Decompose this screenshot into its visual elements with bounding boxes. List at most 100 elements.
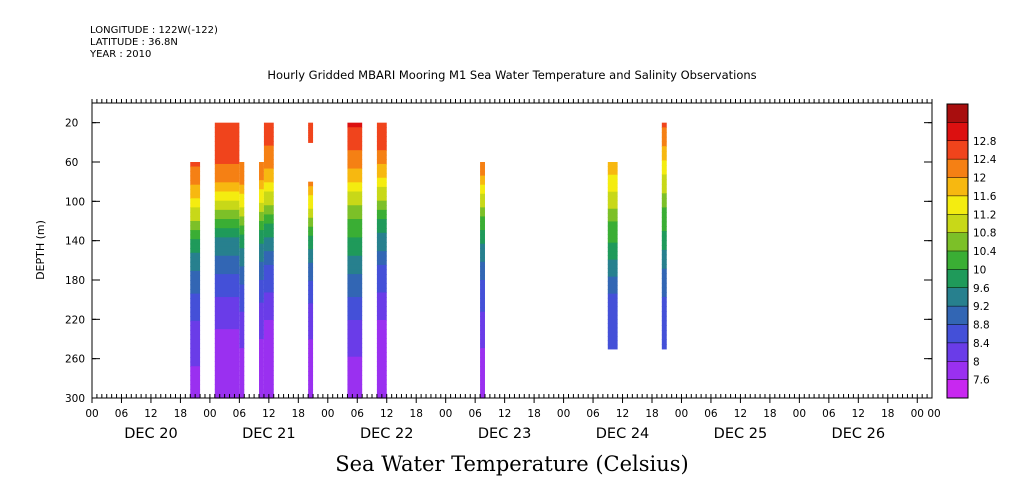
heatmap-cell [661,155,667,161]
heatmap-cell [263,329,274,335]
heatmap-cell [214,356,240,362]
heatmap-cell [661,344,667,350]
heatmap-cell [308,285,314,291]
heatmap-cell [347,141,363,147]
heatmap-cell [607,229,618,235]
colorbar-label: 10.8 [973,228,996,240]
heatmap-cell [214,315,240,321]
heatmap-cell [308,334,314,341]
heatmap-cell [607,327,618,333]
heatmap-cell [214,260,240,266]
heatmap-cell [259,361,264,367]
heatmap-cell [480,189,485,195]
heatmap-cell [308,204,314,210]
heatmap-cell [376,352,387,358]
heatmap-cell [239,316,245,322]
heatmap-cell [190,348,201,354]
heatmap-cell [308,375,314,381]
main-title: Sea Water Temperature (Celsius) [335,452,689,476]
colorbar-bin [947,324,968,344]
heatmap-cell [308,307,314,313]
heatmap-cell [308,249,314,255]
heatmap-cell [259,275,264,281]
colorbar-label: 11.6 [973,191,997,203]
heatmap-cell [263,319,274,326]
heatmap-cells [190,122,667,399]
heatmap-cell [259,162,264,168]
heatmap-cell [239,275,245,281]
heatmap-cell [214,274,240,280]
heatmap-cell [480,307,485,313]
heatmap-cell [347,196,363,202]
heatmap-cell [607,319,618,324]
heatmap-cell [376,168,387,174]
heatmap-cell [661,198,667,204]
heatmap-cell [308,312,314,318]
colorbar: 7.6 8 8.4 8.8 9.2 9.6 10 10.4 10.8 11.2 11.6 12 12.4… [946,103,997,399]
heatmap-cell [190,280,201,286]
heatmap-cell [190,207,201,213]
plot-frame [91,102,933,399]
heatmap-cell [259,334,264,340]
heatmap-cell [308,343,314,350]
heatmap-cell [376,131,387,138]
heatmap-cell [308,258,314,264]
heatmap-cell [661,132,667,138]
heatmap-cell [308,280,314,286]
heatmap-cell [239,243,245,249]
heatmap-cell [347,264,363,271]
colorbar-bin [947,214,968,233]
heatmap-cell [259,311,264,317]
heatmap-cell [239,320,245,326]
heatmap-cell [214,136,240,142]
heatmap-cell [263,361,274,367]
heatmap-cell [661,141,667,147]
x-tick-label: 00 [675,408,688,420]
heatmap-cell [480,311,485,317]
colorbar-bin [947,306,968,325]
heatmap-cell [259,375,264,381]
heatmap-cell [347,338,363,344]
heatmap-cell [661,306,667,312]
heatmap-cell [347,375,363,381]
y-tick-label: 140 [65,236,85,248]
heatmap-cell [480,348,485,354]
heatmap-cell [239,302,245,308]
heatmap-cell [239,334,245,340]
heatmap-cell [214,375,240,381]
heatmap-cell [661,339,667,345]
heatmap-cell [347,319,363,326]
heatmap-cell [214,200,240,206]
heatmap-cell [308,330,314,336]
heatmap-cell [308,303,314,309]
heatmap-cell [190,307,201,313]
heatmap-cell [239,175,245,181]
colorbar-bin [947,159,968,178]
heatmap-cell [607,212,618,218]
heatmap-cell [259,307,264,313]
heatmap-cell [607,195,618,201]
heatmap-cell [214,237,240,243]
heatmap-cell [480,207,485,213]
heatmap-cell [263,228,274,234]
heatmap-cell [308,186,314,192]
heatmap-cell [239,388,245,395]
heatmap-cell [661,183,667,190]
heatmap-cell [190,375,201,381]
heatmap-cell [239,357,245,363]
heatmap-cell [239,280,245,286]
heatmap-cell [263,241,274,248]
heatmap-cell [263,315,274,321]
heatmap-cell [376,223,387,229]
y-tick-label: 20 [65,118,78,130]
heatmap-cell [376,186,387,193]
heatmap-cell [214,342,240,349]
heatmap-cell [214,228,240,234]
heatmap-cell [214,347,240,353]
heatmap-cell [376,228,387,234]
y-tick-label: 300 [65,393,85,405]
heatmap-cell [480,230,485,236]
heatmap-cell [308,366,314,372]
heatmap-cell [347,251,363,257]
